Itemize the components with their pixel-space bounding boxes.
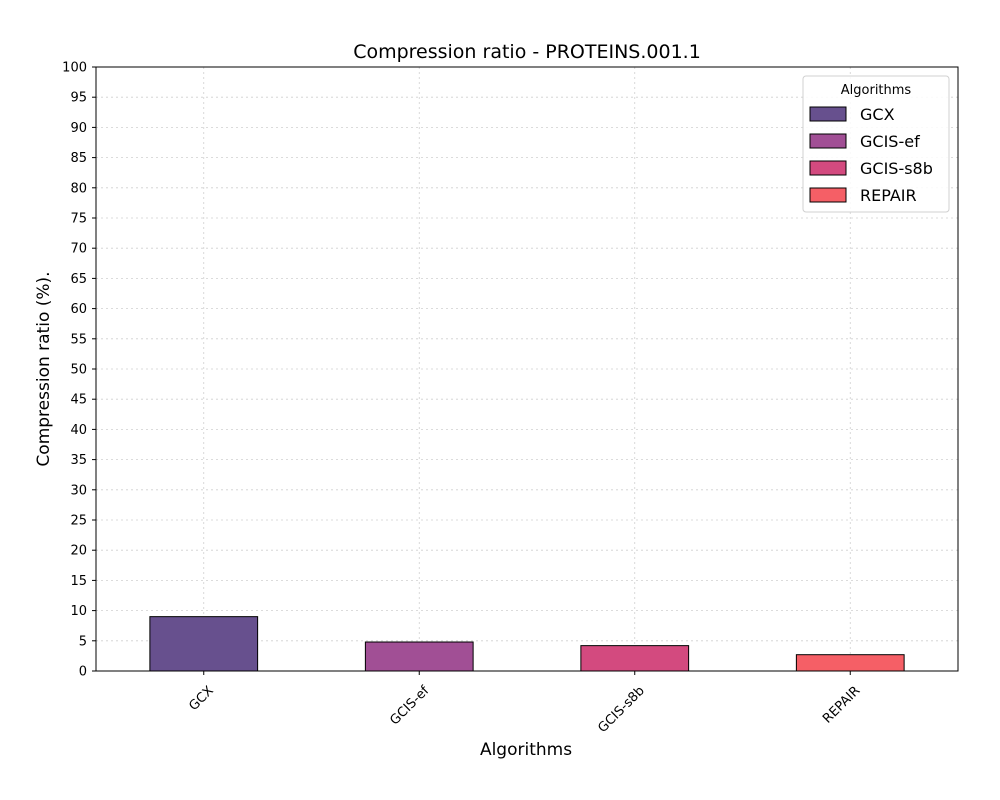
y-tick-label: 35: [70, 453, 87, 468]
y-tick-label: 20: [70, 544, 87, 559]
bars: [149, 616, 905, 672]
chart-title: Compression ratio - PROTEINS.001.1: [353, 41, 701, 63]
bar-repair: [795, 654, 905, 672]
y-tick-label: 30: [70, 483, 87, 498]
x-tick-label: GCIS-s8b: [595, 683, 647, 735]
y-tick-label: 45: [70, 393, 87, 408]
y-axis-ticks: 0 5 10 15 20 25 30 35 40 45 50 55 60 65 70 75 80 85 90 95 10…: [62, 61, 96, 680]
y-tick-label: 95: [70, 91, 87, 106]
legend-label: REPAIR: [860, 186, 917, 205]
y-tick-label: 25: [70, 514, 87, 529]
y-axis-label: Compression ratio (%).: [34, 271, 54, 466]
y-tick-label: 0: [79, 665, 87, 680]
grid: [96, 66, 958, 672]
y-tick-label: 55: [70, 332, 87, 347]
bar-gcis-ef: [364, 641, 474, 672]
y-tick-label: 15: [70, 574, 87, 589]
legend-title: Algorithms: [841, 83, 912, 98]
y-tick-label: 85: [70, 151, 87, 166]
bar-gcis-s8b: [580, 645, 690, 672]
x-axis-ticks: GCX GCIS-ef GCIS-s8b REPAIR: [186, 671, 863, 736]
legend: Algorithms GCX GCIS-ef GCIS-s8b REPAIR: [802, 75, 950, 213]
legend-swatch: [809, 187, 847, 203]
y-tick-label: 65: [70, 272, 87, 287]
bar-gcx: [149, 616, 259, 672]
y-tick-label: 100: [62, 61, 87, 76]
y-tick-label: 60: [70, 302, 87, 317]
legend-label: GCIS-ef: [860, 132, 920, 151]
legend-label: GCX: [860, 105, 895, 124]
x-tick-label: REPAIR: [820, 683, 863, 726]
x-tick-label: GCX: [186, 683, 217, 714]
x-axis-label: Algorithms: [480, 740, 572, 760]
y-tick-label: 5: [79, 634, 87, 649]
y-tick-label: 10: [70, 604, 87, 619]
legend-swatch: [809, 133, 847, 149]
y-tick-label: 75: [70, 212, 87, 227]
legend-label: GCIS-s8b: [860, 159, 933, 178]
legend-swatch: [809, 160, 847, 176]
y-tick-label: 70: [70, 242, 87, 257]
legend-swatch: [809, 106, 847, 122]
y-tick-label: 80: [70, 181, 87, 196]
y-tick-label: 90: [70, 121, 87, 136]
x-tick-label: GCIS-ef: [387, 683, 432, 728]
y-tick-label: 50: [70, 363, 87, 378]
y-tick-label: 40: [70, 423, 87, 438]
